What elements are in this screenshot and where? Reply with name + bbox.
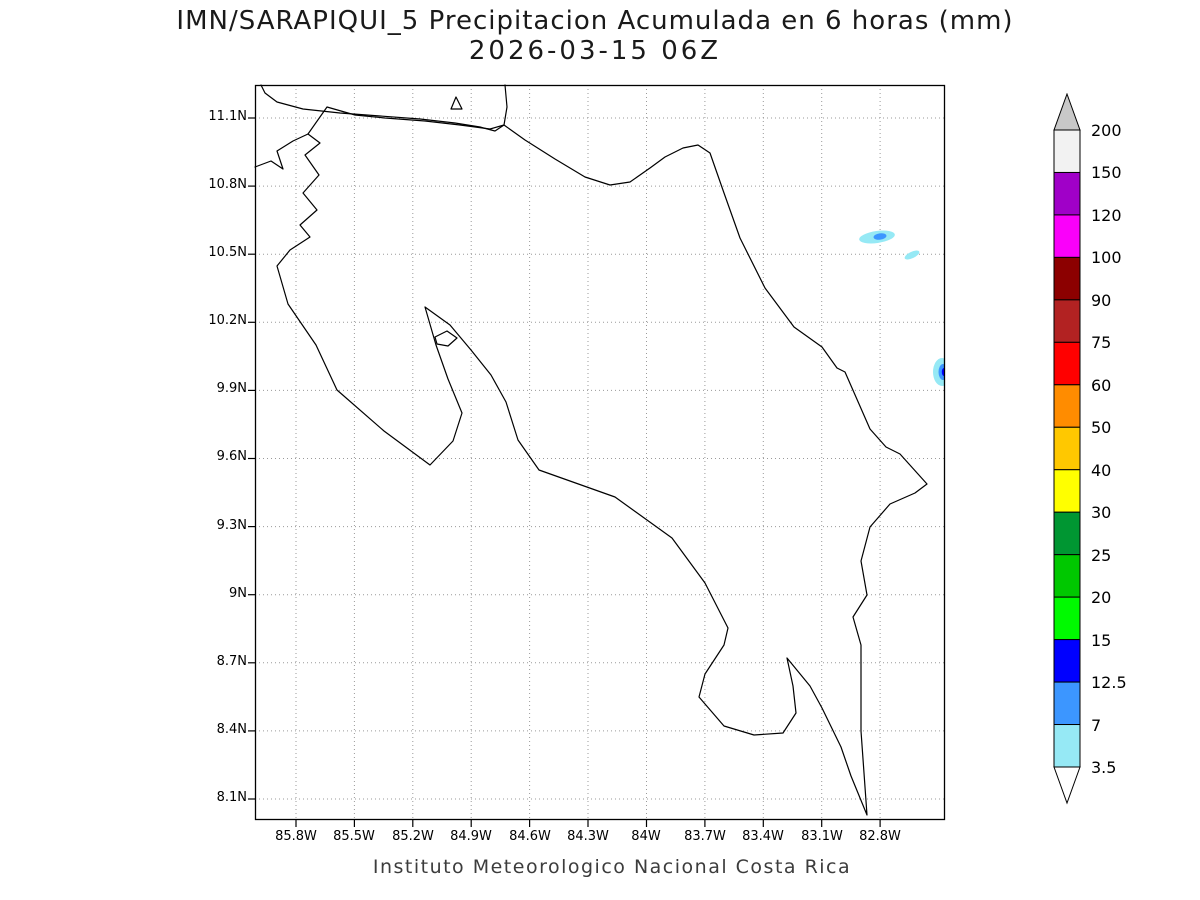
colorbar-over-triangle xyxy=(1053,93,1081,131)
colorbar-band-3.5-7 xyxy=(1053,724,1081,768)
colorbar-band-20-25 xyxy=(1053,554,1081,598)
nicaragua-pacific-coast xyxy=(254,133,309,170)
lat-label: 8.1N xyxy=(216,790,247,805)
colorbar-band-100-120 xyxy=(1053,214,1081,258)
map-canvas xyxy=(248,84,946,827)
lat-label: 10.5N xyxy=(208,245,247,260)
precip-cell-caribbean-small xyxy=(904,250,920,260)
colorbar-level: 75 xyxy=(1091,333,1112,352)
axis-ticks xyxy=(248,117,881,827)
map-frame-border xyxy=(254,84,946,821)
colorbar-level: 25 xyxy=(1091,546,1112,565)
colorbar-level: 12.5 xyxy=(1091,673,1127,692)
lon-label: 85.2W xyxy=(392,829,434,844)
lon-label: 84.3W xyxy=(567,829,609,844)
lat-label: 10.8N xyxy=(208,177,247,192)
lon-label: 85.8W xyxy=(275,829,317,844)
colorbar-level: 120 xyxy=(1091,206,1122,225)
lon-label: 83.7W xyxy=(684,829,726,844)
colorbar xyxy=(1053,93,1081,805)
colorbar-band-150-200 xyxy=(1053,129,1081,173)
lat-label: 9.3N xyxy=(216,518,247,533)
colorbar-under-triangle xyxy=(1053,766,1081,805)
lon-label: 84W xyxy=(631,829,661,844)
colorbar-level: 3.5 xyxy=(1091,758,1117,777)
lat-label: 10.2N xyxy=(208,313,247,328)
precipitation-shading xyxy=(859,230,945,386)
colorbar-band-90-100 xyxy=(1053,256,1081,301)
colorbar-level: 50 xyxy=(1091,418,1112,437)
colorbar-level: 15 xyxy=(1091,631,1112,650)
chira-island-outline xyxy=(434,330,458,347)
colorbar-level: 100 xyxy=(1091,248,1122,267)
lat-label: 8.7N xyxy=(216,654,247,669)
colorbar-band-12.5-15 xyxy=(1053,639,1081,683)
colorbar-level: 40 xyxy=(1091,461,1112,480)
colorbar-level: 7 xyxy=(1091,716,1102,735)
lat-label: 8.4N xyxy=(216,722,247,737)
colorbar-band-25-30 xyxy=(1053,511,1081,556)
attribution-text: Instituto Meteorologico Nacional Costa R… xyxy=(372,856,852,878)
colorbar-level: 150 xyxy=(1091,163,1122,182)
lon-label: 84.9W xyxy=(450,829,492,844)
lon-label: 83.1W xyxy=(801,829,843,844)
costa-rica-coastline xyxy=(276,106,928,816)
colorbar-band-30-40 xyxy=(1053,469,1081,513)
colorbar-band-120-150 xyxy=(1053,171,1081,216)
colorbar-level: 60 xyxy=(1091,376,1112,395)
colorbar-band-40-50 xyxy=(1053,426,1081,471)
lat-label: 9.9N xyxy=(216,381,247,396)
lat-label: 9.6N xyxy=(216,449,247,464)
coastlines xyxy=(254,84,928,816)
colorbar-level: 200 xyxy=(1091,121,1122,140)
lon-label: 83.4W xyxy=(742,829,784,844)
lon-label: 84.6W xyxy=(509,829,551,844)
lat-label: 11.1N xyxy=(208,109,247,124)
lat-label: 9N xyxy=(229,586,247,601)
colorbar-band-60-75 xyxy=(1053,341,1081,386)
chart-subtitle-datetime: 2026-03-15 06Z xyxy=(468,36,722,66)
colorbar-level: 20 xyxy=(1091,588,1112,607)
graticule-gridlines xyxy=(255,85,945,820)
map-plot-area xyxy=(248,84,946,827)
lon-label: 82.8W xyxy=(859,829,901,844)
lake-nicaragua-shore xyxy=(260,84,508,132)
precip-cell-caribbean-core xyxy=(873,233,887,240)
colorbar-band-15-20 xyxy=(1053,596,1081,641)
colorbar-level: 90 xyxy=(1091,291,1112,310)
colorbar-band-75-90 xyxy=(1053,299,1081,343)
colorbar-band-7-12.5 xyxy=(1053,681,1081,726)
lake-island-outline xyxy=(450,96,463,110)
lon-label: 85.5W xyxy=(333,829,375,844)
precip-cell-east-edge-core xyxy=(938,364,945,380)
colorbar-level: 30 xyxy=(1091,503,1112,522)
colorbar-band-50-60 xyxy=(1053,384,1081,428)
chart-title: IMN/SARAPIQUI_5 Precipitacion Acumulada … xyxy=(176,6,1014,36)
